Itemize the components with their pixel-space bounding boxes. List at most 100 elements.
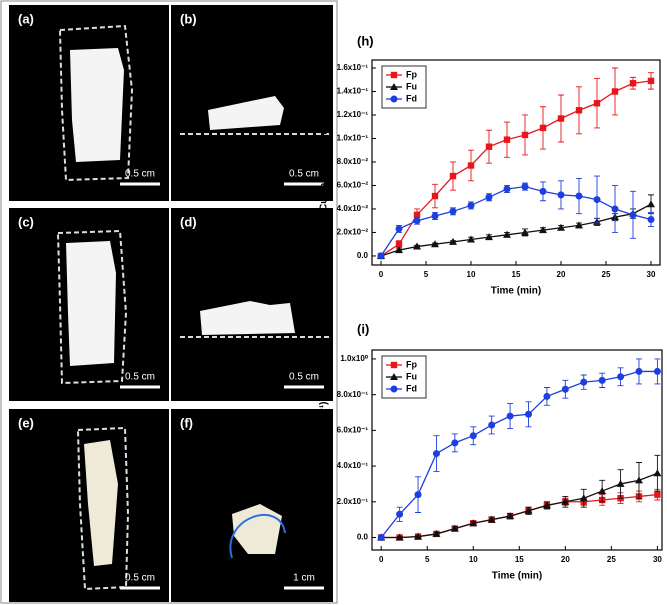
point <box>521 228 529 236</box>
rotation-arrow <box>229 514 286 559</box>
series-line <box>380 185 652 257</box>
point <box>557 115 565 122</box>
x-tick-label: 0 <box>379 555 384 564</box>
y-axis-label: Curvature κx (mm⁻¹) <box>319 114 330 211</box>
x-tick-label: 25 <box>607 555 616 564</box>
point <box>449 172 457 180</box>
point <box>485 233 493 241</box>
point <box>467 235 475 243</box>
legend-label: Fp <box>406 359 417 369</box>
point <box>485 193 493 201</box>
point <box>653 469 662 477</box>
point <box>395 246 403 254</box>
legend-marker <box>390 95 398 103</box>
point <box>634 476 643 484</box>
point <box>598 376 606 384</box>
point <box>525 410 533 418</box>
series-line <box>380 203 652 257</box>
point <box>654 491 661 498</box>
point <box>561 497 570 505</box>
point <box>524 506 533 514</box>
point <box>598 487 607 495</box>
point <box>449 237 457 245</box>
x-axis-label: Time (min) <box>492 571 542 582</box>
y-tick-label: 0.0 <box>357 251 369 260</box>
point <box>647 77 655 85</box>
legend-marker <box>390 83 398 90</box>
x-tick-label: 15 <box>512 270 521 279</box>
x-tick-label: 25 <box>602 270 611 279</box>
panel-label: (a) <box>18 11 34 26</box>
point <box>611 205 619 213</box>
point <box>647 216 655 224</box>
y-tick-label: 6.0x10⁻¹ <box>337 425 369 434</box>
legend-label: Fd <box>406 383 417 393</box>
point <box>593 100 601 107</box>
x-tick-label: 10 <box>469 555 478 564</box>
legend-marker <box>390 385 398 393</box>
point <box>647 200 655 208</box>
scale-label: 0.5 cm <box>289 372 319 383</box>
x-tick-label: 20 <box>561 555 570 564</box>
point <box>575 107 583 114</box>
y-tick-label: 0.0 <box>357 533 369 542</box>
scale-label: 0.5 cm <box>125 372 155 383</box>
point <box>431 240 439 248</box>
y-tick-label: 8.0x10⁻² <box>337 157 369 166</box>
point <box>561 385 569 393</box>
point <box>557 191 565 199</box>
point <box>413 211 421 219</box>
y-tick-label: 1.2x10⁻¹ <box>337 110 369 119</box>
point <box>431 212 439 220</box>
panel-label: (c) <box>18 214 34 229</box>
scale-label: 1 cm <box>293 573 315 584</box>
point <box>521 183 529 191</box>
point <box>487 515 496 523</box>
x-tick-label: 30 <box>647 270 656 279</box>
point <box>575 221 583 229</box>
x-tick-label: 30 <box>653 555 662 564</box>
plot-frame <box>371 349 663 551</box>
panel-frame <box>169 407 335 604</box>
point <box>539 187 547 195</box>
legend-label: Fd <box>406 93 417 103</box>
figure-frame <box>0 0 338 604</box>
x-tick-label: 5 <box>424 270 429 279</box>
point <box>377 534 385 541</box>
outline <box>56 229 128 385</box>
y-tick-label: 4.0x10⁻² <box>337 204 369 213</box>
scale-label: 0.5 cm <box>125 573 155 584</box>
series-line <box>381 493 658 539</box>
point <box>616 479 625 487</box>
sample <box>232 504 282 554</box>
point <box>653 367 661 375</box>
point <box>617 373 625 381</box>
legend-marker <box>390 361 398 369</box>
point <box>413 242 421 250</box>
y-tick-label: 1.6x10⁻¹ <box>337 63 369 72</box>
point <box>506 412 514 420</box>
point <box>575 192 583 200</box>
sample <box>70 48 124 162</box>
point <box>543 392 551 400</box>
point <box>449 207 457 215</box>
chart-title: (i) <box>357 321 369 336</box>
y-tick-label: 8.0x10⁻¹ <box>337 390 369 399</box>
point <box>395 225 403 233</box>
series-line <box>381 472 658 539</box>
point <box>431 192 439 200</box>
point <box>503 230 511 238</box>
panel-label: (f) <box>180 415 193 430</box>
point <box>485 143 493 150</box>
scale-label: 0.5 cm <box>289 169 319 180</box>
point <box>521 131 529 139</box>
point <box>580 378 588 386</box>
panel-frame <box>169 3 335 203</box>
x-tick-label: 0 <box>379 270 384 279</box>
point <box>395 533 404 541</box>
point <box>377 252 385 260</box>
point <box>469 432 477 440</box>
point <box>414 532 423 540</box>
point <box>539 226 547 234</box>
